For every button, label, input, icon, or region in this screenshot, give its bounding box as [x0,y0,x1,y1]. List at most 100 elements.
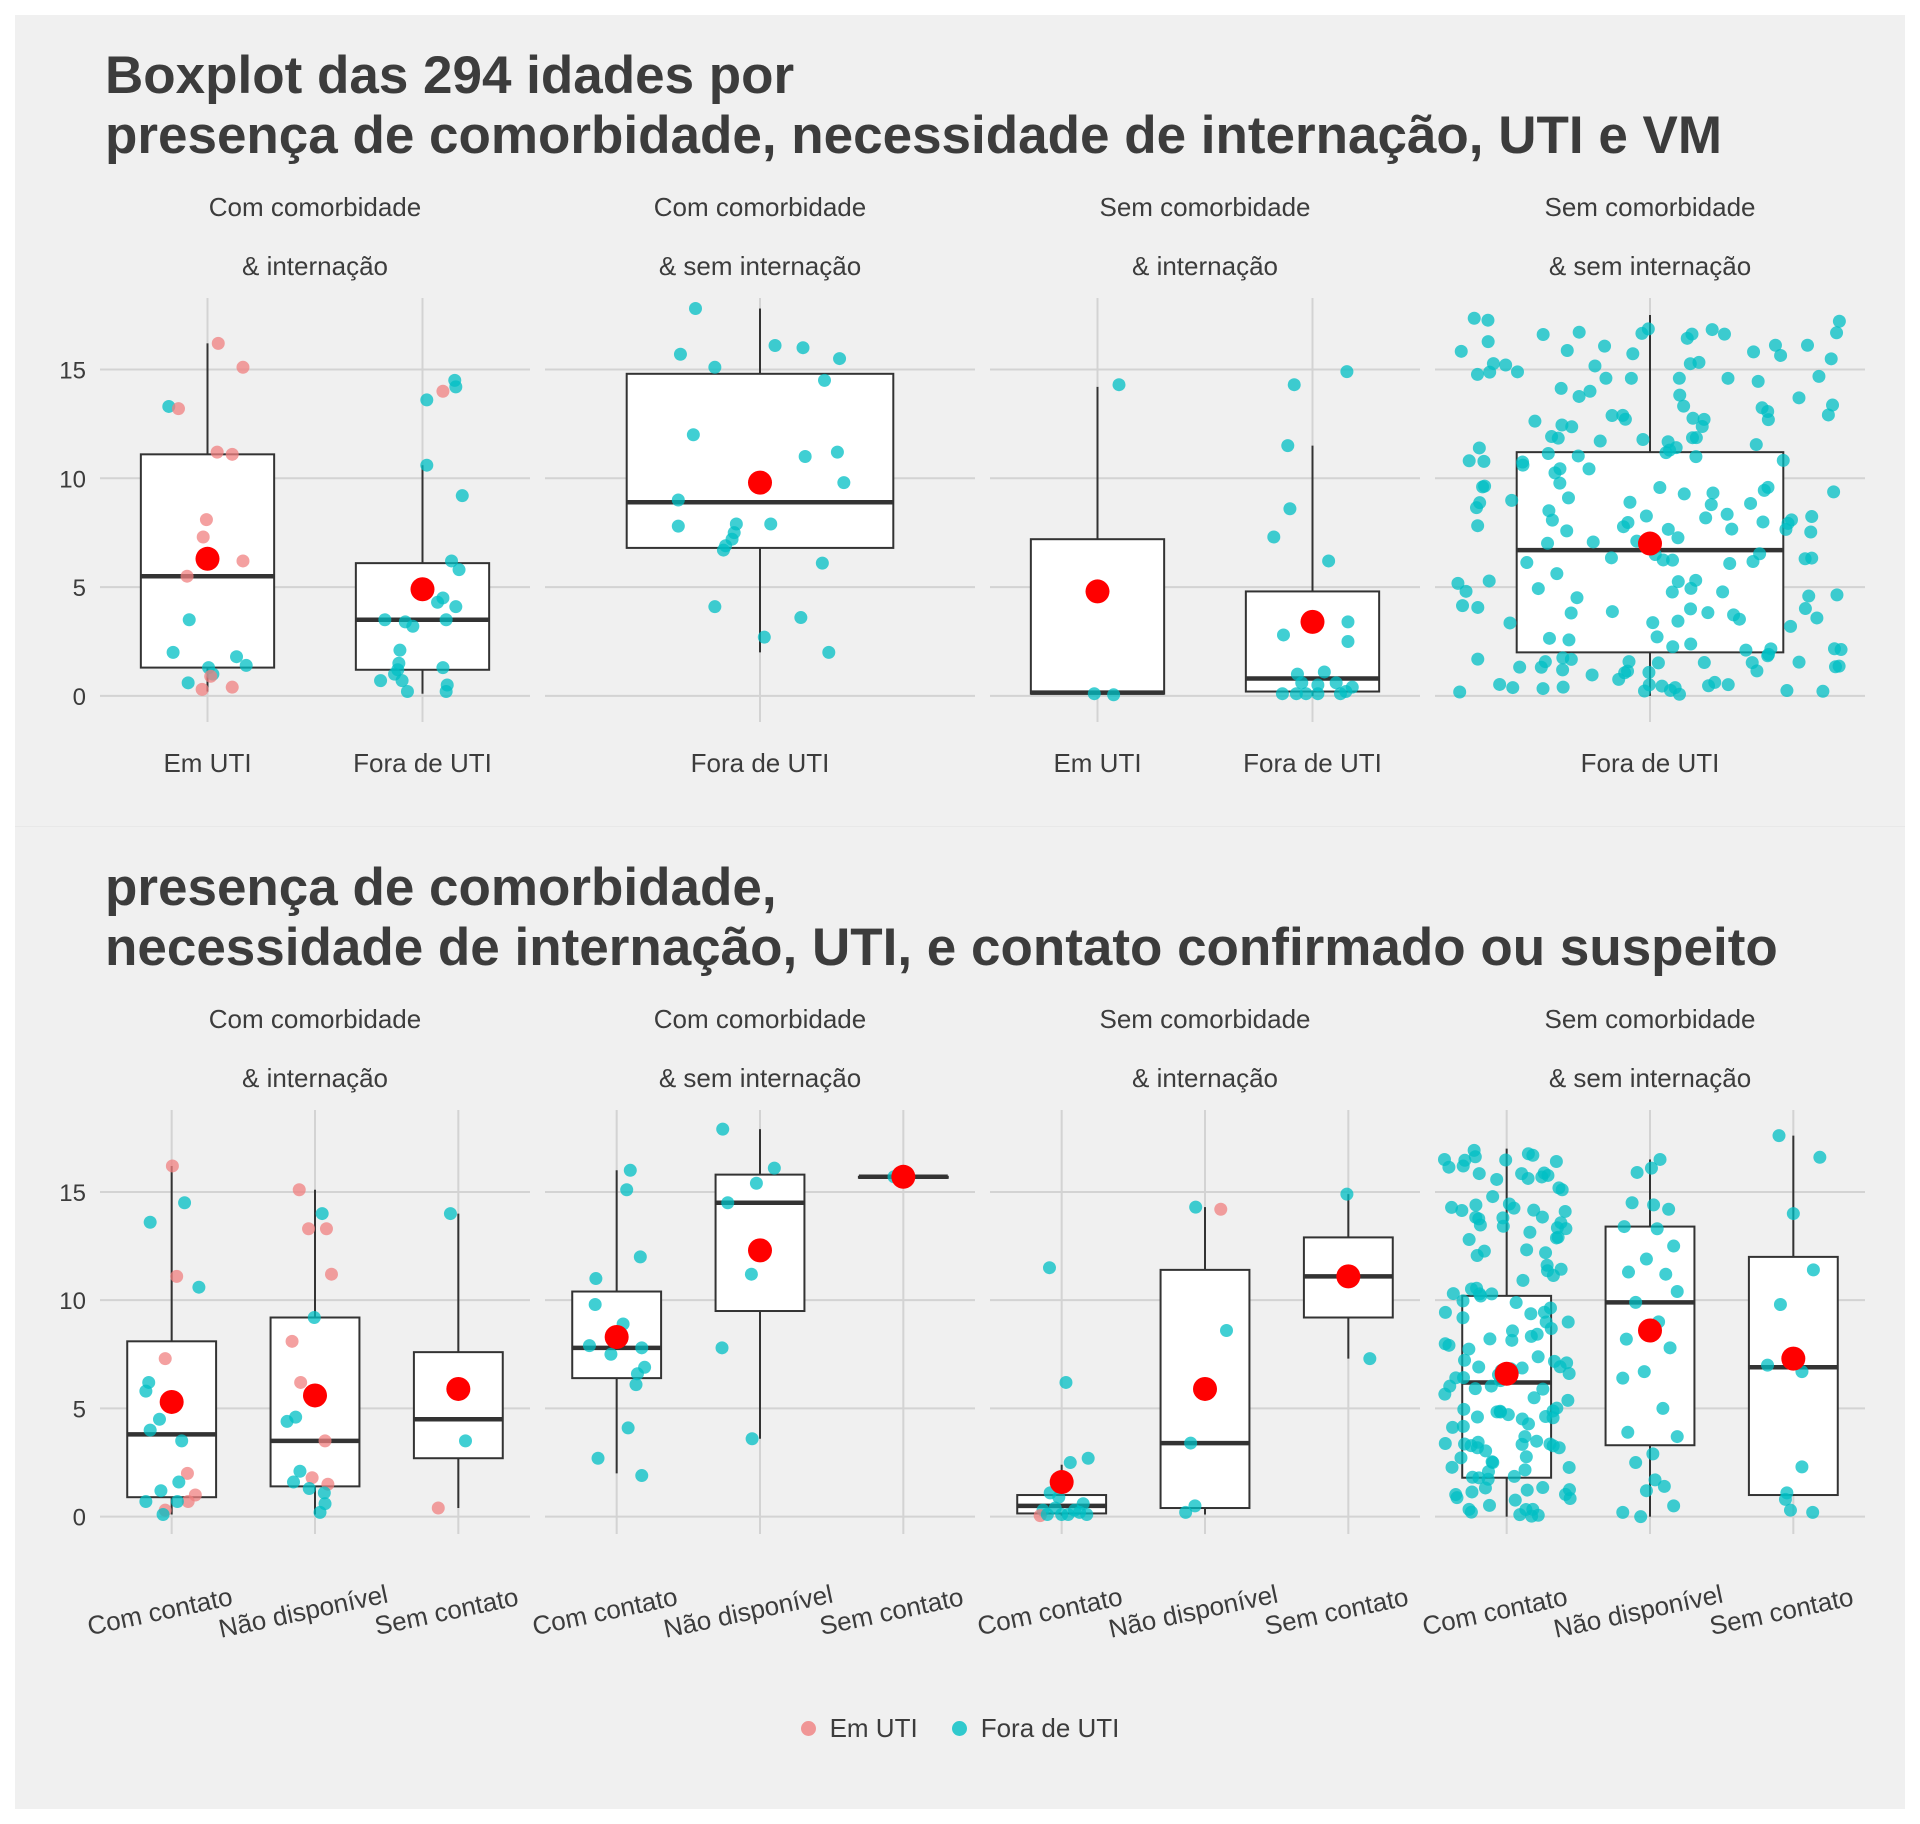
data-point [302,1482,316,1496]
data-point [1456,1294,1470,1308]
x-tick-label: Sem contato [817,1581,966,1641]
x-tick-label: Não disponível [1551,1579,1725,1644]
data-point [1605,605,1619,619]
box-iqr [625,372,895,549]
data-point [1464,1439,1478,1453]
data-point [1486,1190,1500,1204]
data-point [1556,651,1570,665]
data-point [1061,1508,1075,1522]
data-point [1481,335,1495,349]
jitter-points [1437,1129,1827,1524]
data-point [1470,1249,1484,1263]
data-point [400,685,414,699]
y-tick-label: 5 [73,1396,86,1423]
data-point [1795,1460,1809,1474]
data-point [1667,1239,1681,1253]
data-point [1184,1436,1198,1450]
data-point [1322,554,1336,568]
data-point [1598,339,1612,353]
data-point [1798,602,1812,616]
data-point [1481,313,1495,327]
data-point [236,554,250,568]
data-point [1604,551,1618,565]
data-point [1621,516,1635,530]
y-tick-label: 15 [59,1180,86,1207]
data-point [445,554,459,568]
legend: Em UTI Fora de UTI [0,1708,1920,1748]
mean-marker [748,470,772,495]
mean-marker [1300,609,1325,634]
data-point [1689,450,1703,464]
data-point [1453,685,1467,699]
data-point [745,1432,759,1446]
data-point [1454,1451,1468,1465]
data-point [1677,399,1691,413]
data-point [1642,665,1656,679]
data-point [796,341,810,355]
data-point [143,1423,157,1437]
data-point [1663,683,1677,697]
data-point [1810,611,1824,625]
data-point [1723,557,1737,571]
data-point [154,1484,168,1498]
data-point [1442,1160,1456,1174]
data-point [1339,685,1353,699]
data-point [1583,384,1597,398]
data-point [1816,684,1830,698]
box-iqr [1029,538,1166,695]
data-point [1585,668,1599,682]
data-point [1518,1463,1532,1477]
data-point [395,674,409,688]
data-point [1456,599,1470,613]
data-point [708,600,722,614]
data-point [1616,408,1630,422]
data-point [1438,1305,1452,1319]
data-point [635,1469,649,1483]
data-point [1832,314,1846,328]
data-point [1471,600,1485,614]
data-point [166,645,180,659]
data-point [633,1250,647,1264]
data-point [172,1475,186,1489]
x-tick-label: Fora de UTI [1243,748,1382,778]
plot-background [15,15,1905,1809]
data-point [1445,1200,1459,1214]
data-point [1561,491,1575,505]
data-point [318,1434,332,1448]
x-tick-label: Fora de UTI [691,748,830,778]
data-point [1267,530,1281,544]
data-point [1471,519,1485,533]
data-point [1468,1382,1482,1396]
data-point [1340,365,1354,379]
facet-strip-label: Com comorbidade [209,192,421,222]
facet-panel-com-comorbidade-internacao: Com comorbidade & internação Em UTI Fora de… [59,192,530,778]
data-point [1276,628,1290,642]
data-point [623,1163,637,1177]
data-point [1524,1307,1538,1321]
data-point [175,1434,189,1448]
x-tick-label: Não disponível [216,1579,390,1644]
data-point [305,1471,319,1485]
data-point [1468,1150,1482,1164]
data-point [378,613,392,627]
data-point [1648,1473,1662,1487]
data-point [1446,1420,1460,1434]
data-point [439,685,453,699]
chart-title-top-line1: Boxplot das 294 idades por [105,46,795,105]
data-point [1762,647,1776,661]
data-point [1553,476,1567,490]
data-point [1472,1360,1486,1374]
data-point [1827,642,1841,656]
data-point [199,513,213,527]
mean-marker [446,1376,471,1401]
data-point [1646,1447,1660,1461]
data-point [629,1378,643,1392]
data-point [1458,1153,1472,1167]
data-point [170,1495,184,1509]
data-point [1295,676,1309,690]
data-point [204,669,218,683]
data-point [1641,322,1655,336]
data-point [1457,1402,1471,1416]
data-point [1478,479,1492,493]
